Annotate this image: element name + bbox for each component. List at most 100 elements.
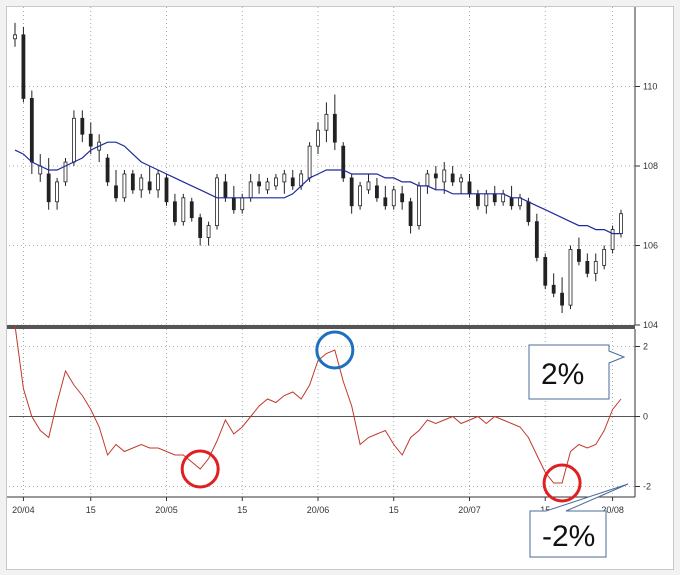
candle-body-up — [206, 225, 211, 238]
candle-4 — [46, 158, 51, 210]
x-axis: 20/04 15 20/05 15 20/06 15 20/07 15 20/08 — [7, 496, 635, 515]
x-tick-label-7: 15 — [540, 505, 550, 515]
candle-body-down — [543, 257, 548, 286]
candle-body-down — [114, 185, 118, 199]
candle-body-up — [13, 34, 17, 40]
candle-body-up — [417, 185, 421, 227]
candle-10 — [97, 134, 102, 163]
candle-body-down — [577, 249, 581, 262]
candle-64 — [551, 273, 556, 298]
candle-body-up — [55, 181, 59, 203]
x-tick-label-5: 15 — [389, 505, 399, 515]
candle-body-up — [484, 193, 489, 207]
price-tick-label-2: 106 — [643, 241, 658, 251]
price-candles — [13, 22, 623, 314]
candle-35 — [307, 142, 312, 182]
x-tick-label-2: 20/05 — [155, 505, 178, 515]
candle-52 — [450, 166, 455, 186]
candle-26 — [231, 185, 236, 214]
candle-body-down — [257, 181, 261, 187]
candle-body-up — [63, 161, 68, 183]
candle-body-down — [88, 133, 93, 147]
candle-19 — [173, 193, 177, 226]
candle-body-up — [593, 260, 598, 274]
candle-42 — [366, 173, 371, 194]
oscillator-y-axis: 2 0 -2 — [634, 329, 651, 497]
candle-body-down — [189, 201, 194, 219]
candle-body-up — [122, 173, 127, 199]
candle-33 — [290, 169, 295, 190]
candle-body-down — [198, 217, 203, 238]
candle-45 — [391, 185, 396, 210]
candle-body-down — [375, 185, 379, 199]
candle-31 — [274, 173, 278, 190]
candle-body-up — [156, 173, 160, 191]
candle-body-down — [509, 197, 514, 207]
candle-body-down — [400, 193, 405, 203]
highlight-circles — [180, 330, 582, 503]
candle-body-down — [105, 157, 110, 183]
x-tick-label-1: 15 — [86, 505, 96, 515]
candle-32 — [282, 169, 287, 194]
ma-line — [14, 141, 621, 235]
candle-body-down — [467, 181, 472, 195]
candle-60 — [518, 193, 522, 210]
candle-body-down — [147, 181, 152, 191]
candle-37 — [324, 102, 329, 143]
candle-65 — [560, 277, 564, 314]
candle-55 — [476, 189, 480, 210]
low-circle-august — [542, 463, 582, 503]
osc-tick-label-2: -2 — [643, 482, 651, 492]
x-tick-label-4: 20/06 — [307, 505, 330, 515]
candle-body-down — [433, 173, 438, 179]
candle-body-up — [619, 213, 623, 234]
candle-body-up — [299, 173, 304, 187]
price-tick-label-0: 110 — [643, 82, 657, 92]
candle-body-down — [164, 177, 169, 203]
candle-body-up — [215, 177, 219, 227]
candle-48 — [417, 181, 421, 230]
candle-40 — [349, 173, 354, 214]
candle-body-down — [551, 284, 556, 294]
candle-body-down — [526, 201, 531, 223]
candle-body-down — [332, 113, 337, 143]
candle-body-up — [501, 193, 506, 203]
callouts: 2% -2% — [528, 344, 629, 558]
candle-6 — [63, 158, 68, 186]
candle-70 — [602, 245, 607, 270]
candle-body-up — [425, 173, 430, 187]
candle-5 — [55, 177, 59, 210]
candle-body-down — [46, 173, 51, 203]
candle-body-up — [442, 169, 447, 183]
candle-49 — [425, 169, 430, 194]
candle-body-down — [341, 145, 346, 179]
candle-1 — [21, 26, 26, 103]
candle-24 — [215, 173, 219, 230]
candle-body-down — [130, 173, 135, 191]
candle-62 — [534, 213, 539, 262]
callout-minus-box — [529, 483, 629, 558]
price-tick-label-3: 104 — [643, 320, 658, 330]
candle-39 — [341, 142, 346, 182]
candle-50 — [433, 166, 438, 190]
candle-body-down — [290, 177, 295, 187]
candle-body-down — [223, 181, 228, 199]
oscillator-line — [14, 325, 622, 484]
candle-body-up — [610, 229, 615, 250]
x-tick-label-3: 15 — [237, 505, 247, 515]
candle-3 — [38, 154, 43, 182]
candle-body-up — [391, 189, 396, 207]
candle-body-up — [282, 173, 287, 183]
candle-58 — [501, 189, 506, 206]
candle-body-down — [492, 193, 497, 203]
osc-tick-label-0: 2 — [643, 342, 648, 352]
candle-14 — [130, 169, 135, 194]
candle-69 — [593, 253, 598, 282]
candle-body-up — [518, 197, 522, 207]
candle-67 — [577, 237, 581, 266]
candle-27 — [240, 193, 245, 214]
callout-plus-label: 2% — [541, 358, 584, 391]
candle-7 — [72, 110, 76, 166]
moving-average — [14, 141, 621, 235]
